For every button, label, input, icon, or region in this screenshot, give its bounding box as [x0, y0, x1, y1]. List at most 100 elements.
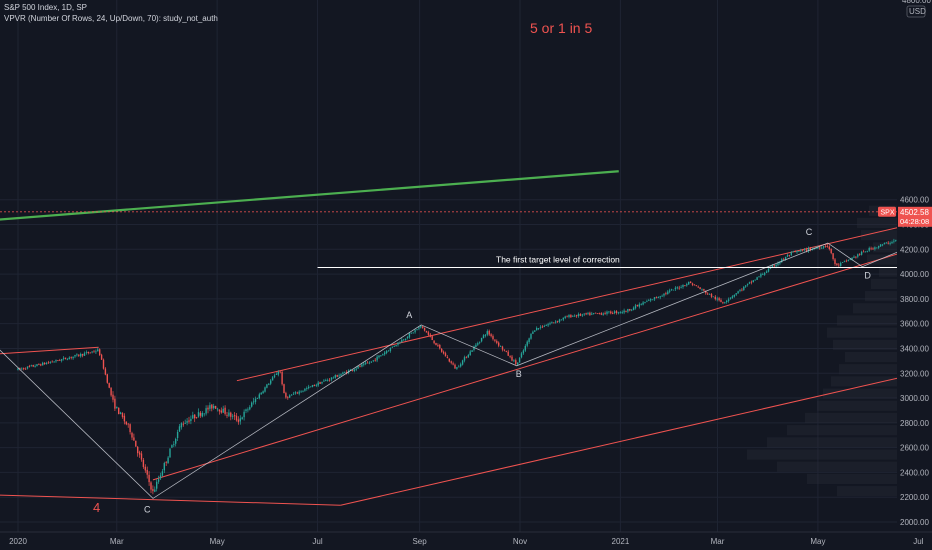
candle-body	[395, 344, 397, 347]
candle-body	[423, 327, 426, 331]
candle-body	[587, 313, 589, 314]
candle-body	[494, 339, 496, 341]
volume-profile-bar	[861, 230, 897, 241]
candle-body	[135, 440, 137, 447]
candle-body	[773, 265, 775, 267]
candle-body	[731, 296, 734, 298]
candle-body	[171, 445, 173, 448]
price-tag-countdown: 04:28:08	[900, 217, 929, 226]
candle-body	[672, 289, 675, 291]
price-tick-label: 2000.00	[900, 518, 929, 527]
candle-body	[87, 351, 89, 354]
indicator-title[interactable]: VPVR (Number Of Rows, 24, Up/Down, 70): …	[4, 14, 218, 23]
candle-body	[638, 304, 640, 307]
candle-body	[159, 475, 162, 479]
candle-body	[283, 384, 285, 394]
candle-body	[273, 375, 276, 378]
currency-label[interactable]: USD	[909, 7, 926, 16]
candle-body	[188, 420, 190, 422]
candle-body	[743, 286, 745, 290]
candle-body	[344, 372, 346, 374]
volume-profile-bar	[817, 400, 897, 411]
candle-body	[391, 346, 393, 348]
candle-body	[860, 251, 863, 255]
candle-body	[517, 362, 519, 365]
candle-body	[834, 259, 836, 264]
candle-body	[271, 377, 274, 381]
candle-body	[235, 415, 238, 421]
price-tag-value: 4502.58	[900, 208, 929, 217]
candle-body	[76, 354, 78, 356]
time-tick-label: Mar	[110, 537, 124, 546]
trendline[interactable]	[236, 197, 932, 382]
volume-profile-bar	[837, 315, 897, 326]
candle-body	[112, 394, 114, 400]
candle-body	[456, 367, 458, 369]
candle-body	[81, 353, 84, 356]
candle-body	[556, 321, 559, 322]
candle-body	[355, 368, 357, 370]
candle-body	[40, 364, 42, 366]
candle-body	[157, 479, 160, 482]
candle-body	[237, 419, 240, 423]
candle-body	[328, 379, 331, 381]
candle-body	[311, 385, 314, 387]
wave-label: C	[806, 227, 813, 237]
candle-body	[741, 289, 743, 291]
candle-body	[534, 330, 536, 332]
candle-body	[678, 287, 680, 289]
candle-body	[393, 346, 395, 347]
candle-body	[651, 299, 654, 301]
candle-body	[475, 344, 477, 348]
ticker-tag[interactable]	[878, 206, 896, 217]
candle-body	[536, 327, 538, 331]
candle-body	[142, 459, 145, 467]
candle-body	[859, 253, 861, 255]
candle-body	[226, 414, 228, 416]
candle-body	[619, 312, 621, 314]
wave-path[interactable]	[0, 200, 932, 499]
candle-body	[89, 352, 91, 354]
candle-body	[602, 313, 604, 315]
candle-body	[260, 392, 262, 395]
candle-body	[123, 415, 126, 422]
candle-body	[228, 412, 230, 416]
symbol-title[interactable]: S&P 500 Index, 1D, SP	[4, 3, 88, 12]
candle-body	[537, 328, 540, 329]
trendline[interactable]	[0, 494, 341, 506]
currency-button[interactable]	[906, 5, 926, 18]
candle-body	[452, 363, 454, 365]
price-tick-label: 4800.00	[902, 0, 931, 5]
candle-body	[551, 322, 553, 324]
candle-body	[697, 286, 699, 288]
candle-body	[883, 243, 886, 245]
candle-body	[805, 249, 808, 252]
candle-body	[317, 382, 319, 386]
green-trendline[interactable]	[0, 170, 619, 222]
candle-body	[716, 298, 718, 300]
candle-body	[110, 387, 112, 396]
candle-body	[441, 348, 443, 352]
candle-body	[802, 249, 804, 251]
candle-body	[631, 309, 633, 311]
candle-body	[545, 325, 547, 326]
price-tag[interactable]	[898, 206, 932, 227]
candle-body	[99, 349, 101, 355]
candle-body	[689, 281, 692, 284]
candle-body	[750, 281, 753, 283]
candle-body	[579, 314, 582, 316]
candle-body	[885, 242, 887, 244]
candle-body	[213, 405, 215, 409]
trendline[interactable]	[0, 346, 99, 356]
candle-body	[194, 414, 196, 419]
trendline[interactable]	[340, 168, 932, 506]
candle-body	[418, 327, 420, 329]
candle-body	[30, 365, 32, 367]
candle-body	[822, 246, 825, 248]
candle-body	[879, 244, 882, 247]
candle-body	[298, 391, 300, 394]
volume-profile-bar	[787, 425, 897, 436]
candle-body	[182, 423, 184, 425]
